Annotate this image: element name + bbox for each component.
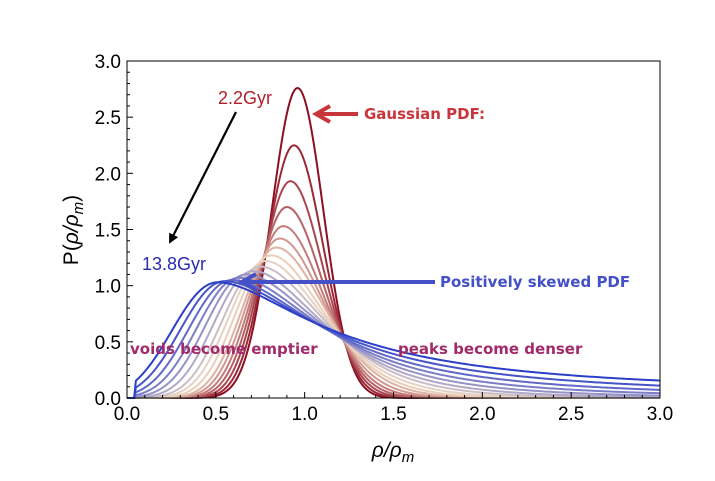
start-age-label: 2.2Gyr	[218, 88, 272, 108]
y-tick-label: 1.5	[95, 221, 121, 242]
end-age-label: 13.8Gyr	[142, 254, 206, 274]
curve-group	[127, 86, 661, 399]
y-axis: 0.0 0.5 1.0 1.5 2.0 2.5 3.0	[95, 52, 133, 410]
y-tick-label: 2.5	[95, 108, 121, 129]
y-tick-label: 3.0	[95, 52, 121, 73]
y-axis-title: P(ρ/ρm)	[60, 195, 87, 265]
time-direction-arrow	[169, 111, 237, 244]
voids-label: voids become emptier	[130, 340, 318, 358]
x-tick-label: 3.0	[647, 404, 673, 425]
pdf-curve-t2	[127, 144, 660, 399]
x-tick-label: 0.5	[203, 404, 229, 425]
gaussian-arrow	[311, 104, 358, 124]
pdf-curve-t15	[127, 280, 661, 399]
x-tick-label: 1.0	[291, 404, 317, 425]
pdf-curve-t16	[127, 281, 661, 399]
x-tick-label: 2.0	[469, 404, 495, 425]
x-tick-label: 0.0	[114, 404, 140, 425]
y-tick-label: 0.5	[95, 333, 121, 354]
x-tick-label: 2.5	[558, 404, 584, 425]
gaussian-pdf-label: Gaussian PDF:	[364, 105, 485, 123]
y-tick-label: 2.0	[95, 164, 121, 185]
x-axis-title: ρ/ρm	[371, 439, 414, 466]
pdf-curve-t13	[127, 276, 661, 399]
x-tick-label: 1.5	[380, 404, 406, 425]
skewed-pdf-label: Positively skewed PDF	[440, 273, 630, 291]
y-tick-label: 1.0	[95, 277, 121, 298]
x-axis: 0.0 0.5 1.0 1.5 2.0 2.5 3.0	[114, 392, 673, 425]
y-tick-label: 0.0	[95, 389, 121, 410]
skewed-arrow	[237, 272, 435, 292]
peaks-label: peaks become denser	[398, 340, 583, 358]
pdf-curve-t14	[127, 279, 661, 399]
